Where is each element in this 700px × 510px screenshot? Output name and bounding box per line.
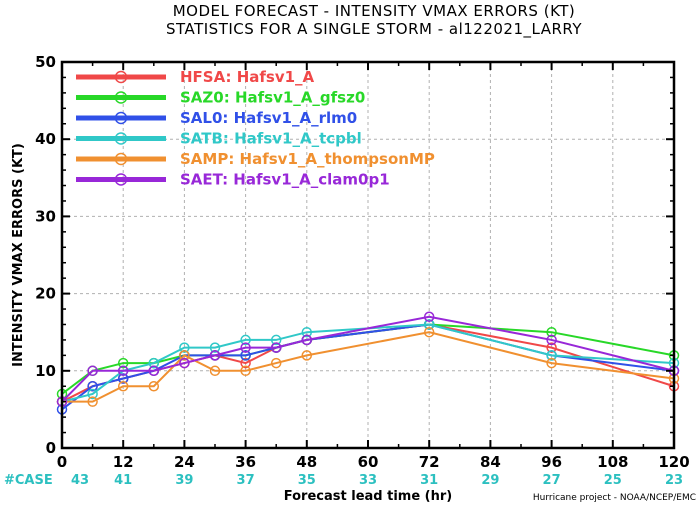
data-point [87,365,98,377]
data-point [117,373,129,384]
data-point [301,326,313,338]
data-point [87,396,98,407]
series-line [61,323,675,403]
data-point [270,334,282,346]
series [56,311,680,407]
legend-label: SAMP: Hafsv1_A_thompsonMP [180,150,435,168]
data-point [148,365,160,377]
data-point [301,334,313,346]
case-count: 33 [359,473,377,488]
case-counts: 43 41 39 37 35 33 31 29 27 25 23 [71,473,683,488]
series-line [62,331,675,403]
legend-marker [114,91,128,104]
series-group [56,311,680,415]
y-tick-label: 40 [35,130,56,148]
x-tick-label: 72 [419,453,440,471]
chart-title: MODEL FORECAST - INTENSITY VMAX ERRORS (… [173,2,576,20]
data-point [423,319,435,330]
y-tick-label: 30 [35,207,56,225]
case-count: 37 [237,473,255,488]
x-tick-label: 60 [358,453,379,471]
case-count: 29 [481,473,499,488]
data-point [209,342,221,353]
case-count: 35 [298,473,316,488]
x-tick-label: 84 [480,453,501,471]
data-point [117,365,129,377]
data-point [546,326,557,338]
case-count: 41 [114,473,132,488]
data-point [87,388,98,400]
data-point [423,326,435,338]
x-tick-label: 120 [658,453,689,471]
x-axis-label: Forecast lead time (hr) [284,489,452,504]
x-tick-label: 96 [541,453,562,471]
x-tick-label: 12 [113,453,134,471]
legend-marker [114,132,128,145]
data-point [87,380,98,392]
data-point [117,357,129,369]
data-point [240,357,251,369]
x-tick-label: 108 [597,453,628,471]
y-axis-label: INTENSITY VMAX ERRORS (KT) [11,143,26,367]
case-label: #CASE [4,473,53,488]
data-point [423,311,435,323]
chart-subtitle: STATISTICS FOR A SINGLE STORM - al122021… [166,20,582,39]
case-count: 27 [543,473,561,488]
legend-label: SATB: Hafsv1_A_tcpbl [180,130,362,148]
data-point [148,357,160,369]
ticks: 0 12 24 36 48 60 72 84 96 108 120 0 10 20 30 40 50 [35,53,690,471]
x-tick-label: 48 [296,453,317,471]
data-point [240,350,251,361]
case-count: 23 [665,473,683,488]
data-point [240,334,251,346]
data-point [179,342,190,353]
y-tick-label: 10 [35,362,56,380]
case-count: 31 [420,473,438,488]
data-point [148,380,160,392]
data-point [179,357,190,369]
legend-label: SAZ0: Hafsv1_A_gfsz0 [180,89,365,107]
data-point [546,342,557,353]
case-count: 43 [71,473,89,488]
legend-marker [114,70,128,84]
legend-label: SAL0: Hafsv1_A_rlm0 [180,109,357,127]
data-point [209,350,221,361]
data-point [179,350,190,361]
data-point [270,342,282,353]
legend-marker [114,152,128,166]
legend-label: SAET: Hafsv1_A_clam0p1 [180,171,390,189]
legend-label: HFSA: Hafsv1_A [180,68,315,86]
data-point [117,380,129,392]
case-count: 39 [175,473,193,488]
data-point [270,357,282,369]
data-point [209,365,221,377]
x-tick-label: 24 [174,453,195,471]
data-point [546,357,557,369]
data-point [301,350,313,361]
legend-marker [114,173,128,186]
data-point [240,342,251,353]
legend: HFSA: Hafsv1_A SAZ0: Hafsv1_A_gfsz0 SAL0: … [76,68,435,189]
credit-text: Hurricane project - NOAA/NCEP/EMC [533,493,696,503]
y-tick-label: 0 [46,439,56,457]
x-tick-label: 36 [235,453,256,471]
y-tick-label: 20 [35,285,56,303]
data-point [546,334,557,346]
case-count: 25 [604,473,622,488]
legend-marker [114,111,128,125]
data-point [240,365,251,377]
y-tick-label: 50 [35,53,56,71]
x-tick-label: 0 [57,453,67,471]
data-point [546,350,557,361]
